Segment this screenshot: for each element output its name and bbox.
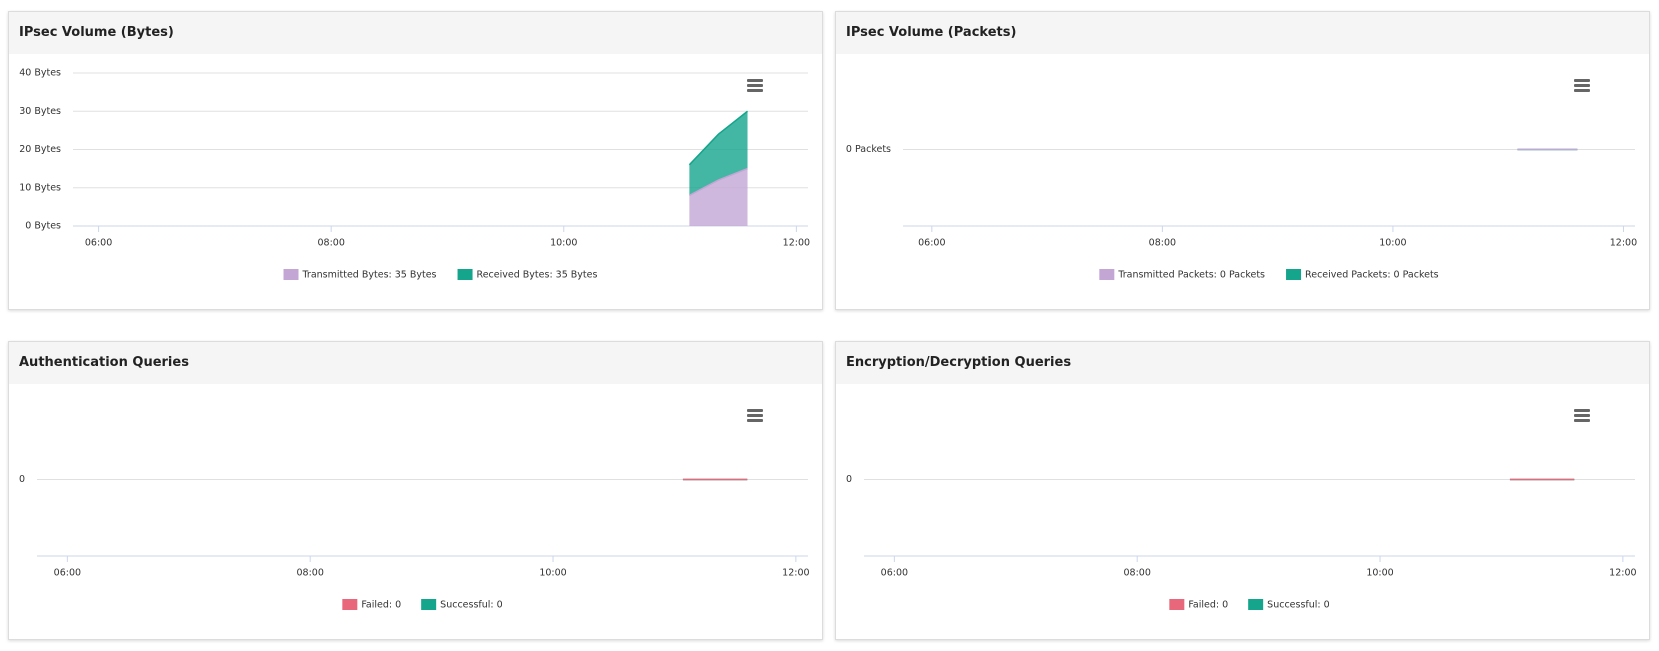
legend-swatch bbox=[283, 269, 299, 280]
x-tick-label: 06:00 bbox=[881, 568, 908, 579]
chart-panel: IPsec Volume (Bytes) 0 Bytes 10 Bytes 20 By… bbox=[8, 11, 823, 310]
menu-icon[interactable] bbox=[1574, 79, 1590, 92]
x-tick-label: 06:00 bbox=[54, 568, 81, 579]
chart-panel: IPsec Volume (Packets) 0 Packets 06:00 08:0… bbox=[835, 11, 1650, 310]
menu-bar bbox=[747, 89, 763, 92]
x-tick-label: 10:00 bbox=[550, 238, 577, 249]
legend-swatch bbox=[342, 599, 358, 610]
panel-title: Authentication Queries bbox=[9, 342, 822, 384]
menu-bar bbox=[747, 414, 763, 417]
legend-label: Transmitted Bytes: 35 Bytes bbox=[302, 270, 437, 281]
x-tick-label: 12:00 bbox=[1609, 568, 1636, 579]
menu-bar bbox=[1574, 414, 1590, 417]
legend-swatch bbox=[1286, 269, 1302, 280]
menu-bar bbox=[1574, 79, 1590, 82]
legend: Failed: 0 Successful: 0 bbox=[342, 599, 503, 611]
legend-label: Received Packets: 0 Packets bbox=[1305, 270, 1439, 281]
legend: Transmitted Bytes: 35 Bytes Received Byte… bbox=[283, 269, 598, 281]
x-tick-label: 12:00 bbox=[783, 238, 810, 249]
menu-bar bbox=[1574, 419, 1590, 422]
y-tick-label: 20 Bytes bbox=[19, 144, 61, 155]
legend-label: Failed: 0 bbox=[361, 600, 401, 611]
legend-swatch bbox=[1248, 599, 1264, 610]
panel-title: Encryption/Decryption Queries bbox=[836, 342, 1649, 384]
legend-label: Transmitted Packets: 0 Packets bbox=[1117, 270, 1265, 281]
legend-label: Failed: 0 bbox=[1188, 600, 1228, 611]
x-tick-label: 10:00 bbox=[539, 568, 566, 579]
menu-icon[interactable] bbox=[1574, 409, 1590, 422]
x-tick-label: 10:00 bbox=[1366, 568, 1393, 579]
menu-icon[interactable] bbox=[747, 409, 763, 422]
x-tick-label: 10:00 bbox=[1379, 238, 1406, 249]
legend-label: Successful: 0 bbox=[440, 600, 503, 611]
x-tick-label: 08:00 bbox=[296, 568, 323, 579]
x-tick-label: 08:00 bbox=[317, 238, 344, 249]
chart: 0 Packets 06:00 08:00 10:00 12:00 Transmitted… bbox=[846, 79, 1637, 281]
chart-panel: Authentication Queries 0 06:00 08:00 10:00 12… bbox=[8, 341, 823, 640]
y-tick-label: 0 Bytes bbox=[25, 221, 61, 232]
menu-bar bbox=[1574, 84, 1590, 87]
x-tick-label: 06:00 bbox=[918, 238, 945, 249]
y-tick-label: 40 Bytes bbox=[19, 68, 61, 79]
y-tick-label: 0 Packets bbox=[846, 144, 891, 155]
x-tick-label: 08:00 bbox=[1149, 238, 1176, 249]
legend-label: Received Bytes: 35 Bytes bbox=[477, 270, 598, 281]
y-tick-label: 30 Bytes bbox=[19, 106, 61, 117]
x-tick-label: 12:00 bbox=[782, 568, 809, 579]
legend-swatch bbox=[1099, 269, 1115, 280]
legend-swatch bbox=[457, 269, 473, 280]
legend: Failed: 0 Successful: 0 bbox=[1169, 599, 1330, 611]
menu-bar bbox=[1574, 409, 1590, 412]
x-tick-label: 12:00 bbox=[1610, 238, 1637, 249]
menu-bar bbox=[747, 84, 763, 87]
chart: 0 Bytes 10 Bytes 20 Bytes 30 Bytes 40 Bytes 0… bbox=[19, 68, 810, 281]
chart: 0 06:00 08:00 10:00 12:00 Failed: 0 Successful… bbox=[846, 409, 1637, 611]
menu-icon[interactable] bbox=[747, 79, 763, 92]
menu-bar bbox=[747, 79, 763, 82]
area bbox=[689, 168, 748, 226]
x-tick-label: 06:00 bbox=[85, 238, 112, 249]
y-tick-label: 0 bbox=[846, 474, 852, 485]
legend-swatch bbox=[1169, 599, 1185, 610]
legend: Transmitted Packets: 0 Packets Received P… bbox=[1099, 269, 1439, 281]
menu-bar bbox=[1574, 89, 1590, 92]
area-line bbox=[688, 110, 748, 166]
menu-bar bbox=[747, 409, 763, 412]
chart: 0 06:00 08:00 10:00 12:00 Failed: 0 Successful… bbox=[19, 409, 810, 611]
legend-label: Successful: 0 bbox=[1267, 600, 1330, 611]
panel-title: IPsec Volume (Bytes) bbox=[9, 12, 822, 54]
panel-title: IPsec Volume (Packets) bbox=[836, 12, 1649, 54]
y-tick-label: 10 Bytes bbox=[19, 182, 61, 193]
menu-bar bbox=[747, 419, 763, 422]
y-tick-label: 0 bbox=[19, 474, 25, 485]
x-tick-label: 08:00 bbox=[1123, 568, 1150, 579]
chart-panel: Encryption/Decryption Queries 0 06:00 08:00… bbox=[835, 341, 1650, 640]
area-line bbox=[689, 167, 748, 197]
area bbox=[689, 111, 748, 196]
legend-swatch bbox=[421, 599, 437, 610]
